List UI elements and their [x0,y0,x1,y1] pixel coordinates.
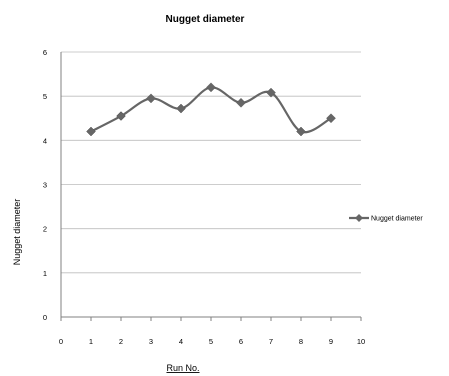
data-point-4 [176,103,186,114]
data-point-6 [236,97,246,108]
legend-marker [355,214,363,222]
x-tick-label-7: 7 [269,337,273,346]
x-tick-label-2: 2 [119,337,123,346]
x-tick-label-10: 10 [357,337,365,346]
y-tick-label-5: 5 [43,92,47,101]
y-tick-label-6: 6 [43,48,47,57]
y-tick-label-0: 0 [43,313,47,322]
x-tick-label-9: 9 [329,337,333,346]
data-point-2 [116,111,126,121]
x-tick-label-8: 8 [299,337,303,346]
x-axis-label: Run No. [166,363,199,373]
chart-title: Nugget diameter [166,14,245,25]
x-tick-label-6: 6 [239,337,243,346]
data-point-8 [296,126,306,137]
y-tick-label-3: 3 [43,181,47,190]
data-point-1 [86,126,96,137]
x-tick-label-4: 4 [179,337,183,346]
data-point-5 [206,82,216,93]
data-point-3 [146,93,156,104]
data-point-9 [326,113,336,124]
x-tick-label-5: 5 [209,337,213,346]
axes [60,52,362,321]
x-tick-label-1: 1 [89,337,93,346]
x-tick-label-3: 3 [149,337,153,346]
y-tick-label-1: 1 [43,269,47,278]
x-tick-labels: 0 1 2 3 4 5 6 7 8 9 10 [59,337,365,346]
y-axis-label: Nugget diameter [12,199,22,266]
gridlines [61,51,361,274]
series-group [86,82,336,137]
legend: Nugget diameter [349,214,423,223]
y-tick-label-4: 4 [43,136,47,145]
data-point-7 [266,87,276,98]
series-line [90,86,332,134]
y-tick-label-2: 2 [43,225,47,234]
y-tick-labels: 0 1 2 3 4 5 6 [43,48,47,322]
legend-label: Nugget diameter [371,216,423,223]
x-tick-label-0: 0 [59,337,63,346]
